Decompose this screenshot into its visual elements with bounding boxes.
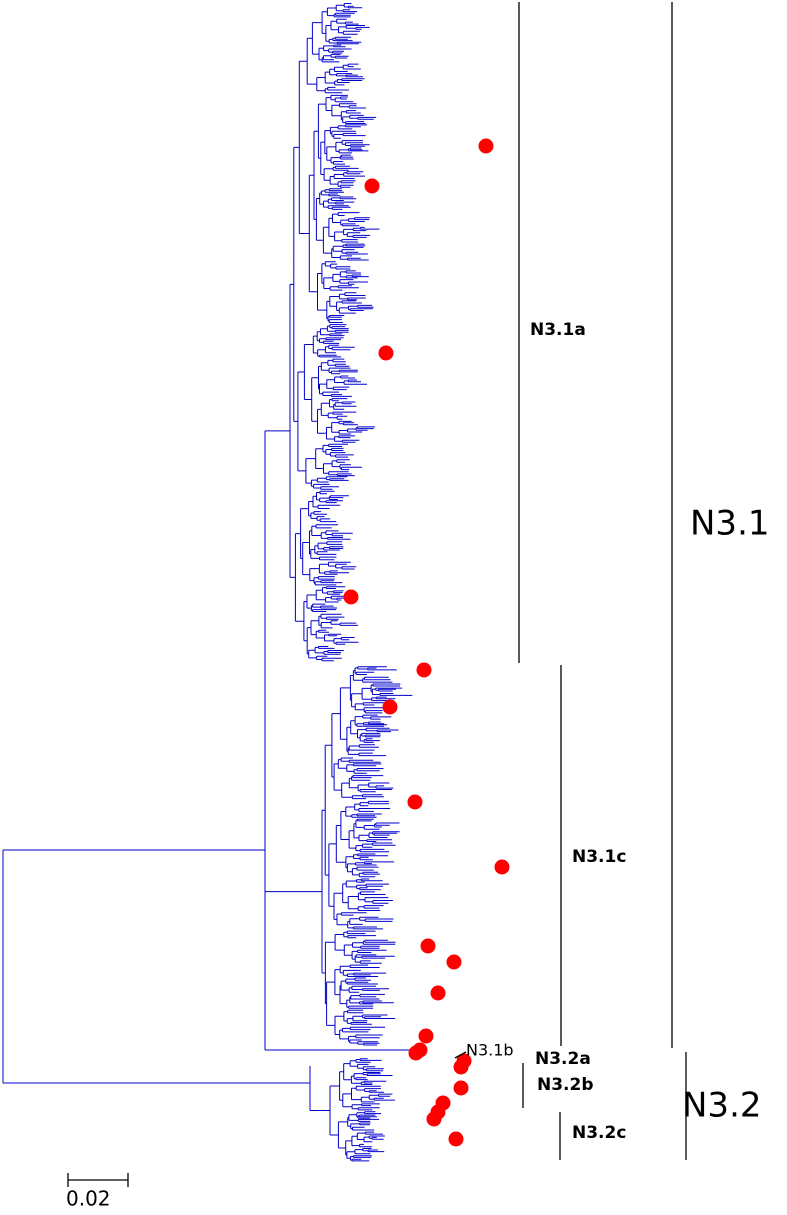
scale-bar: 0.02 <box>66 1173 129 1211</box>
highlight-dot <box>378 345 394 361</box>
highlight-dot <box>364 178 380 194</box>
clade-label: N3.1b <box>466 1041 514 1060</box>
highlight-dot <box>448 1131 464 1147</box>
highlight-dot <box>453 1080 469 1096</box>
tree-branches <box>2 3 420 1162</box>
highlight-dot <box>408 1045 424 1061</box>
highlight-dots <box>343 138 510 1147</box>
scale-label: 0.02 <box>66 1187 111 1211</box>
highlight-dot <box>426 1111 442 1127</box>
highlight-dot <box>494 859 510 875</box>
clade-label: N3.1c <box>572 847 626 867</box>
highlight-dot <box>430 985 446 1001</box>
highlight-dot <box>343 589 359 605</box>
clade-label: N3.1a <box>530 320 586 340</box>
clade-label: N3.2c <box>572 1123 626 1143</box>
highlight-dot <box>420 938 436 954</box>
highlight-dot <box>416 662 432 678</box>
highlight-dot <box>407 794 423 810</box>
highlight-dot <box>418 1028 434 1044</box>
branch-path <box>2 3 420 1162</box>
highlight-dot <box>478 138 494 154</box>
clade-label: N3.2b <box>537 1075 594 1095</box>
label-pointer <box>454 1051 467 1059</box>
highlight-dot <box>453 1059 469 1075</box>
highlight-dot <box>382 699 398 715</box>
clade-label: N3.2a <box>535 1049 591 1069</box>
clade-label: N3.1 <box>690 504 770 544</box>
clade-label: N3.2 <box>682 1086 762 1126</box>
highlight-dot <box>446 954 462 970</box>
